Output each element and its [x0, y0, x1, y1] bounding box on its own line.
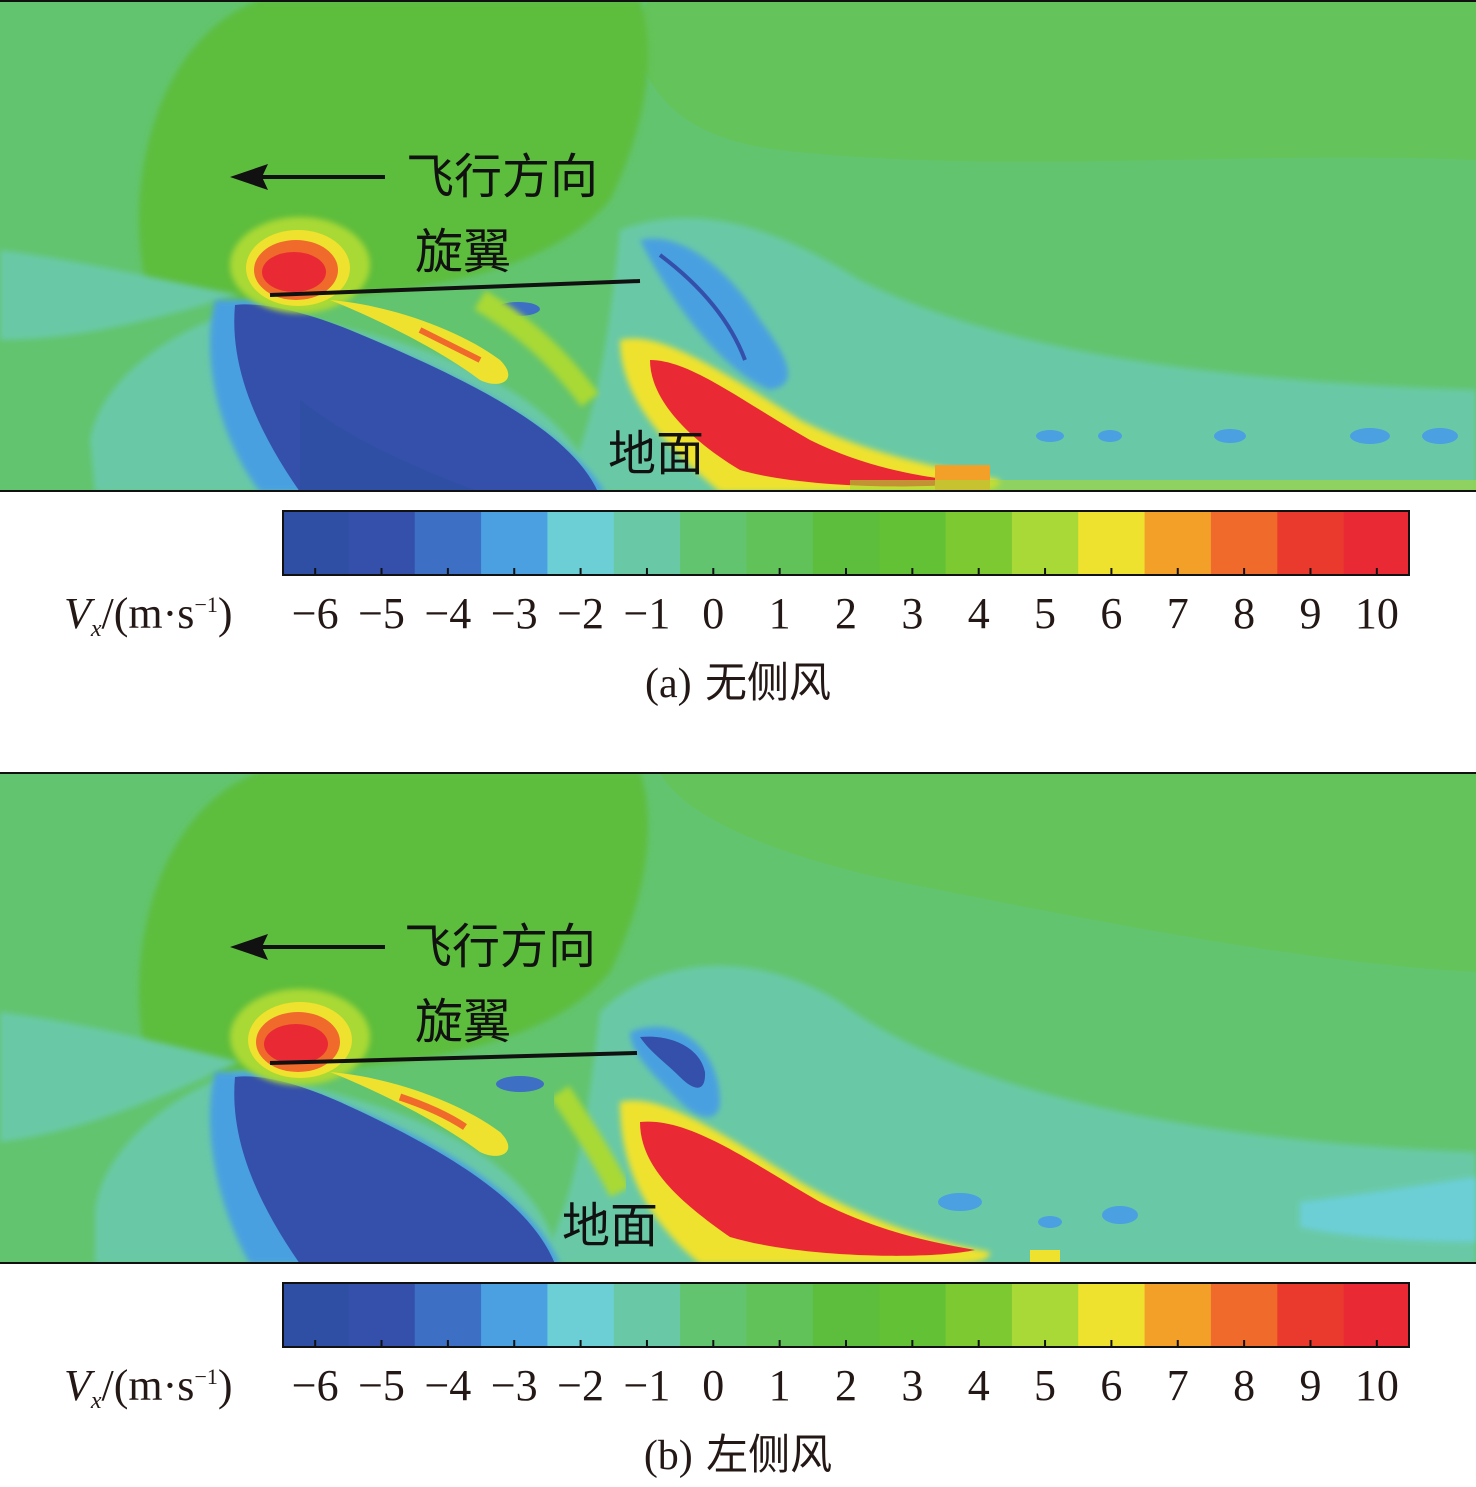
colorbar-swatch — [1078, 1282, 1146, 1348]
colorbar-swatch — [547, 1282, 615, 1348]
colorbar-tick-label: 4 — [967, 1361, 990, 1410]
colorbar-tick-label: 10 — [1354, 1361, 1399, 1410]
colorbar-tick-label: 3 — [901, 1361, 924, 1410]
colorbar-tick-label: −3 — [490, 1361, 538, 1410]
colorbar-swatch — [547, 510, 615, 576]
colorbar-tick-label: 0 — [702, 1361, 725, 1410]
colorbar-tick-label: 9 — [1299, 1361, 1322, 1410]
colorbar-swatch — [282, 1282, 349, 1348]
flight-direction-arrow — [230, 934, 385, 960]
colorbar-tick-label: −6 — [291, 1361, 339, 1410]
colorbar-tick-label: −2 — [557, 1361, 604, 1410]
colorbar-swatch — [1144, 510, 1212, 576]
colorbar-tick-label: −6 — [291, 589, 339, 638]
colorbar-swatches — [282, 510, 1410, 576]
flight-direction-label: 飞行方向 — [404, 919, 596, 975]
colorbar-swatch — [414, 1282, 482, 1348]
colorbar-tick-label: 5 — [1034, 1361, 1057, 1410]
rotor-disk-line — [269, 279, 641, 297]
velocity-contour-plot: 飞行方向 旋翼 地面 — [0, 0, 1476, 492]
colorbar-tick-label: −3 — [490, 589, 538, 638]
figure-caption: (b) 左侧风 — [643, 1433, 833, 1479]
colorbar-tick-label: −2 — [557, 589, 604, 638]
colorbar-swatch — [1343, 510, 1410, 576]
colorbar-tick-label: 2 — [835, 1361, 857, 1410]
flight-direction-arrow — [230, 164, 385, 190]
flight-direction-label: 飞行方向 — [406, 149, 598, 205]
colorbar-tick-label: −5 — [358, 589, 405, 638]
colorbar-swatch — [680, 1282, 747, 1348]
colorbar-swatch — [945, 510, 1013, 576]
colorbar-tick-label: −1 — [623, 1361, 671, 1410]
colorbar-swatch — [1078, 510, 1146, 576]
rotor-disk-line — [269, 1051, 638, 1065]
colorbar-swatch — [746, 510, 814, 576]
colorbar-swatch — [282, 510, 349, 576]
colorbar-tick-label: 8 — [1233, 589, 1256, 638]
colorbar-tick-label: 5 — [1034, 589, 1057, 638]
colorbar-tick-label: 7 — [1166, 1361, 1189, 1410]
colorbar — [282, 1282, 1410, 1348]
rotor-label: 旋翼 — [415, 224, 511, 280]
colorbar-border — [282, 510, 1410, 576]
colorbar-swatches — [282, 1282, 1410, 1348]
colorbar-variable-label: Vx/(m·s−1) — [64, 589, 233, 642]
colorbar-tick-label: −4 — [424, 1361, 472, 1410]
colorbar-swatch — [613, 1282, 681, 1348]
ground-label: 地面 — [562, 1198, 658, 1254]
colorbar-swatch — [1144, 1282, 1212, 1348]
colorbar-swatch — [481, 510, 548, 576]
colorbar-swatch — [879, 1282, 947, 1348]
rotor-label: 旋翼 — [415, 994, 511, 1050]
colorbar-swatch — [348, 510, 416, 576]
colorbar-tick-label: 2 — [835, 589, 857, 638]
velocity-contour-plot: 飞行方向 旋翼 地面 — [0, 772, 1476, 1264]
colorbar-tick-label: 1 — [768, 1361, 791, 1410]
colorbar-swatch — [1011, 510, 1079, 576]
colorbar-swatch — [746, 1282, 814, 1348]
colorbar-swatch — [812, 510, 880, 576]
colorbar-swatch — [812, 1282, 880, 1348]
colorbar-tick-label: −4 — [424, 589, 472, 638]
colorbar — [282, 510, 1410, 576]
ground-label: 地面 — [608, 426, 704, 482]
contour-field — [0, 772, 1476, 1264]
colorbar-swatch — [1210, 1282, 1278, 1348]
colorbar-swatch — [680, 510, 747, 576]
colorbar-tick-label: 8 — [1233, 1361, 1256, 1410]
colorbar-swatch — [481, 1282, 548, 1348]
colorbar-tick-label: 1 — [768, 589, 791, 638]
colorbar-tick-label: 6 — [1100, 1361, 1123, 1410]
colorbar-swatch — [1277, 510, 1345, 576]
colorbar-swatch — [1277, 1282, 1345, 1348]
colorbar-tick-label: 0 — [702, 589, 725, 638]
colorbar-tick-label: −1 — [623, 589, 671, 638]
colorbar-tick-label: −5 — [358, 1361, 405, 1410]
colorbar-swatch — [348, 1282, 416, 1348]
colorbar-swatch — [879, 510, 947, 576]
colorbar-swatch — [1343, 1282, 1410, 1348]
contour-field — [0, 0, 1476, 492]
colorbar-tick-label: 6 — [1100, 589, 1123, 638]
colorbar-tick-label: 4 — [967, 589, 990, 638]
colorbar-tick-label: 3 — [901, 589, 924, 638]
colorbar-tick-label: 9 — [1299, 589, 1322, 638]
colorbar-swatch — [414, 510, 482, 576]
colorbar-variable-label: Vx/(m·s−1) — [64, 1361, 233, 1414]
colorbar-border — [282, 1282, 1410, 1348]
figure-caption: (a) 无侧风 — [645, 661, 831, 707]
colorbar-swatch — [1011, 1282, 1079, 1348]
colorbar-swatch — [1210, 510, 1278, 576]
colorbar-swatch — [613, 510, 681, 576]
colorbar-tick-label: 10 — [1354, 589, 1399, 638]
colorbar-tick-label: 7 — [1166, 589, 1189, 638]
colorbar-swatch — [945, 1282, 1013, 1348]
